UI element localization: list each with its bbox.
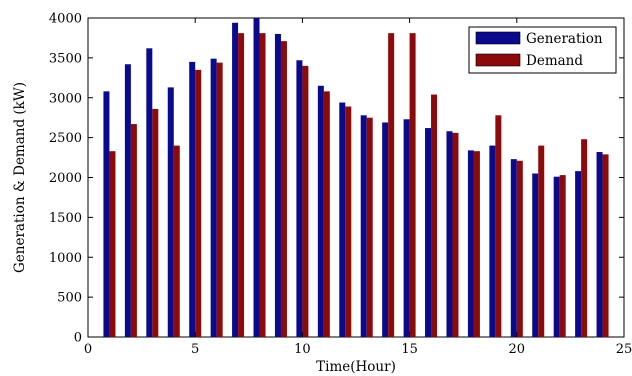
bar-demand-hour-20 — [516, 160, 523, 337]
bar-generation-hour-9 — [274, 33, 281, 337]
bars-layer — [103, 18, 609, 338]
bar-generation-hour-2 — [124, 64, 131, 337]
bar-generation-hour-13 — [360, 115, 367, 337]
bar-generation-hour-18 — [467, 150, 474, 337]
bar-demand-hour-23 — [581, 139, 588, 337]
bar-generation-hour-11 — [317, 85, 324, 337]
y-tick-label-500: 500 — [57, 291, 82, 306]
x-tick-label-15: 15 — [401, 342, 418, 357]
y-tick-label-2500: 2500 — [49, 131, 82, 146]
x-tick-label-20: 20 — [509, 342, 526, 357]
x-tick-label-10: 10 — [294, 342, 311, 357]
bar-demand-hour-18 — [473, 151, 480, 337]
x-tick-label-0: 0 — [84, 342, 92, 357]
bar-generation-hour-17 — [446, 131, 453, 337]
y-tick-label-3000: 3000 — [49, 91, 82, 106]
bar-generation-hour-12 — [339, 102, 346, 337]
y-tick-label-1500: 1500 — [49, 211, 82, 226]
bar-generation-hour-21 — [532, 173, 539, 337]
bar-generation-hour-8 — [253, 18, 260, 337]
bar-demand-hour-7 — [238, 33, 245, 338]
bar-demand-hour-22 — [559, 175, 566, 337]
bar-demand-hour-24 — [602, 154, 609, 337]
bar-generation-hour-20 — [510, 159, 517, 337]
bar-generation-hour-24 — [596, 151, 603, 337]
legend-swatch-generation — [475, 31, 521, 45]
bar-demand-hour-13 — [366, 117, 373, 337]
bar-generation-hour-1 — [103, 91, 110, 338]
bar-generation-hour-19 — [489, 145, 496, 337]
bar-demand-hour-10 — [302, 65, 309, 337]
legend-label-demand: Demand — [526, 53, 583, 69]
bar-demand-hour-11 — [323, 91, 330, 338]
bar-demand-hour-3 — [152, 108, 159, 337]
x-tick-label-25: 25 — [616, 342, 632, 357]
bar-demand-hour-8 — [259, 33, 266, 338]
bar-demand-hour-21 — [538, 145, 545, 337]
bar-demand-hour-1 — [109, 151, 116, 337]
bar-demand-hour-2 — [130, 124, 137, 337]
bar-demand-hour-14 — [388, 33, 395, 338]
bar-generation-hour-23 — [575, 171, 582, 337]
bar-demand-hour-12 — [345, 106, 352, 338]
bar-demand-hour-5 — [195, 69, 202, 337]
bar-generation-hour-16 — [425, 128, 432, 337]
y-tick-label-3500: 3500 — [49, 51, 82, 66]
bar-demand-hour-9 — [280, 41, 287, 337]
bar-generation-hour-10 — [296, 60, 303, 338]
y-tick-label-2000: 2000 — [49, 171, 82, 186]
bar-generation-hour-22 — [553, 176, 560, 337]
y-tick-label-0: 0 — [74, 331, 82, 346]
legend: Generation Demand — [468, 26, 617, 74]
x-tick-label-5: 5 — [191, 342, 199, 357]
ticks-layer: 0 5 10 15 20 25 0 500 1000 1500 2000 2500 3000 3500 40… — [49, 12, 632, 358]
bar-generation-hour-3 — [146, 48, 153, 338]
bar-demand-hour-15 — [409, 33, 416, 338]
bar-generation-hour-15 — [403, 119, 410, 337]
bar-demand-hour-19 — [495, 115, 502, 337]
bar-generation-hour-14 — [382, 122, 389, 337]
bar-generation-hour-5 — [189, 61, 196, 338]
bar-generation-hour-7 — [232, 22, 239, 337]
bar-demand-hour-4 — [173, 145, 180, 337]
y-axis-label: Generation & Demand (kW) — [12, 82, 28, 273]
legend-label-generation: Generation — [526, 31, 603, 47]
y-tick-label-4000: 4000 — [49, 12, 82, 27]
bar-demand-hour-17 — [452, 132, 459, 337]
legend-swatch-demand — [475, 53, 521, 67]
bar-demand-hour-6 — [216, 62, 223, 337]
y-tick-label-1000: 1000 — [49, 251, 82, 266]
bar-demand-hour-16 — [431, 94, 438, 337]
bar-generation-hour-4 — [167, 87, 174, 337]
x-axis-label: Time(Hour) — [316, 359, 396, 375]
bar-generation-hour-6 — [210, 58, 217, 338]
